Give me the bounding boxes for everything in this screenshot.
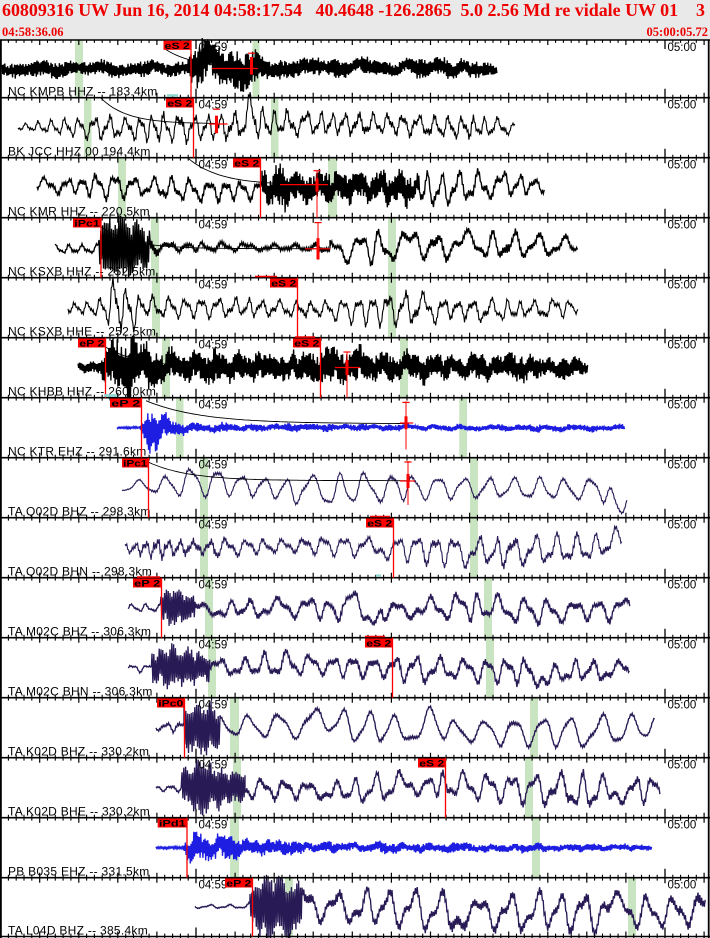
svg-text:04:59: 04:59 [199, 100, 228, 112]
svg-text:eP 2: eP 2 [134, 579, 160, 590]
svg-text:04:59: 04:59 [199, 280, 228, 292]
svg-text:eS 2: eS 2 [271, 279, 296, 290]
svg-text:eS 2: eS 2 [234, 159, 259, 170]
svg-text:05:00: 05:00 [668, 160, 697, 172]
svg-text:04:59: 04:59 [199, 42, 228, 54]
svg-text:05:00: 05:00 [668, 700, 697, 712]
svg-text:05:00: 05:00 [668, 400, 697, 412]
svg-text:04:59: 04:59 [199, 640, 228, 652]
svg-text:04:59: 04:59 [199, 220, 228, 232]
svg-text:eS 2: eS 2 [366, 639, 391, 650]
svg-text:05:00: 05:00 [668, 42, 697, 54]
svg-text:04:59: 04:59 [199, 760, 228, 772]
svg-text:eS 2: eS 2 [419, 759, 444, 770]
svg-text:04:59: 04:59 [199, 520, 228, 532]
svg-text:NC KSXB HHZ -- 252.5km: NC KSXB HHZ -- 252.5km [8, 265, 156, 279]
svg-text:05:00: 05:00 [668, 220, 697, 232]
svg-text:04:59: 04:59 [199, 400, 228, 412]
svg-text:04:58:36.06: 04:58:36.06 [2, 25, 63, 39]
svg-text:TA Q02D BHN -- 298.3km: TA Q02D BHN -- 298.3km [8, 565, 152, 579]
svg-text:TA K02D BHZ -- 330.2km: TA K02D BHZ -- 330.2km [8, 745, 149, 759]
svg-text:eP 2: eP 2 [79, 339, 104, 350]
svg-text:05:00: 05:00 [668, 880, 697, 892]
svg-text:04:59: 04:59 [199, 700, 228, 712]
svg-text:05:00: 05:00 [668, 280, 697, 292]
svg-text:TA L04D BHZ -- 385.4km: TA L04D BHZ -- 385.4km [8, 923, 148, 937]
svg-text:05:00:05.72: 05:00:05.72 [647, 25, 708, 39]
svg-text:05:00: 05:00 [668, 340, 697, 352]
svg-text:TA M02C BHZ -- 306.3km: TA M02C BHZ -- 306.3km [8, 625, 151, 639]
svg-text:eS 2: eS 2 [294, 339, 319, 350]
svg-text:04:59: 04:59 [199, 580, 228, 592]
svg-text:iPc0: iPc0 [158, 699, 183, 710]
svg-text:NC KHBB HHZ -- 260.0km: NC KHBB HHZ -- 260.0km [8, 385, 156, 399]
svg-text:05:00: 05:00 [668, 760, 697, 772]
svg-text:NC KMPB HHZ -- 183.4km: NC KMPB HHZ -- 183.4km [8, 85, 158, 99]
svg-text:eP 2: eP 2 [111, 399, 140, 410]
svg-text:04:59: 04:59 [199, 460, 228, 472]
svg-text:NC KTR EHZ -- 291.6km: NC KTR EHZ -- 291.6km [8, 445, 147, 459]
svg-text:05:00: 05:00 [668, 640, 697, 652]
svg-text:05:00: 05:00 [668, 820, 697, 832]
svg-text:iPc1: iPc1 [123, 459, 148, 470]
svg-text:TA Q02D BHZ -- 298.3km: TA Q02D BHZ -- 298.3km [8, 505, 151, 519]
svg-text:PB B035 EHZ -- 331.5km: PB B035 EHZ -- 331.5km [8, 865, 150, 879]
svg-text:eS 2: eS 2 [367, 519, 392, 530]
svg-text:05:00: 05:00 [668, 520, 697, 532]
svg-text:05:00: 05:00 [668, 580, 697, 592]
svg-text:TA K02D BHE -- 330.2km: TA K02D BHE -- 330.2km [8, 805, 150, 819]
svg-text:iPd1: iPd1 [159, 819, 187, 830]
svg-text:NC KSXB HHE -- 252.5km: NC KSXB HHE -- 252.5km [8, 325, 156, 339]
svg-text:04:59: 04:59 [199, 820, 228, 832]
svg-text:05:00: 05:00 [668, 100, 697, 112]
svg-text:05:00: 05:00 [668, 460, 697, 472]
svg-text:TA M02C BHN -- 306.3km: TA M02C BHN -- 306.3km [8, 685, 153, 699]
svg-text:NC KMR HHZ -- 220.5km: NC KMR HHZ -- 220.5km [8, 205, 150, 219]
svg-text:04:59: 04:59 [199, 160, 228, 172]
svg-text:eP 2: eP 2 [226, 879, 251, 890]
svg-text:BK JCC HHZ 00 194.4km: BK JCC HHZ 00 194.4km [8, 145, 151, 159]
svg-text:60809316 UW Jun 16, 2014 04:58: 60809316 UW Jun 16, 2014 04:58:17.54 40.… [2, 0, 705, 20]
svg-text:iPc1: iPc1 [74, 219, 100, 230]
svg-text:04:59: 04:59 [199, 880, 228, 892]
svg-text:04:59: 04:59 [199, 340, 228, 352]
svg-text:eS 2: eS 2 [167, 99, 192, 110]
svg-text:eS 2: eS 2 [165, 41, 190, 52]
